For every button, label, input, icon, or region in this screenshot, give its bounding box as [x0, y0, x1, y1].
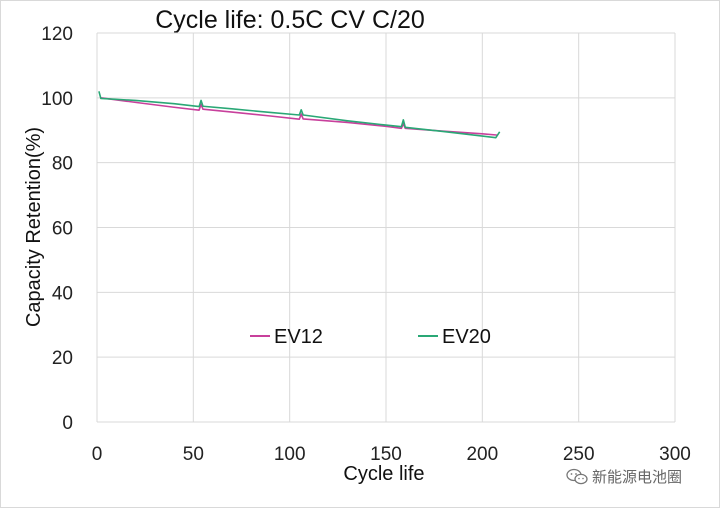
y-tick-label: 40 — [52, 283, 73, 304]
chart-title: Cycle life: 0.5C CV C/20 — [155, 6, 425, 34]
x-axis-label: Cycle life — [343, 463, 424, 485]
x-tick-label: 0 — [92, 444, 103, 465]
y-tick-label: 80 — [52, 154, 73, 175]
legend-label-ev20: EV20 — [442, 326, 491, 348]
y-axis-ticks: 0 20 40 60 80 100 120 — [41, 24, 73, 434]
watermark: 新能源电池圈 — [566, 466, 682, 487]
x-tick-label: 200 — [466, 444, 498, 465]
y-tick-label: 120 — [41, 24, 73, 45]
y-tick-label: 100 — [41, 89, 73, 110]
y-tick-label: 20 — [52, 348, 73, 369]
series-layer — [98, 91, 501, 139]
legend-label-ev12: EV12 — [274, 326, 323, 348]
grid — [96, 32, 676, 423]
x-tick-label: 250 — [563, 444, 595, 465]
x-tick-label: 150 — [370, 444, 402, 465]
y-tick-label: 0 — [62, 413, 73, 434]
x-tick-label: 300 — [659, 444, 691, 465]
series-line-ev12 — [100, 97, 498, 136]
x-axis-ticks: 0 50 100 150 200 250 300 — [92, 444, 691, 465]
y-tick-label: 60 — [52, 219, 73, 240]
series-line-ev20 — [98, 91, 501, 139]
legend: EV12 EV20 — [250, 326, 491, 348]
x-tick-label: 100 — [274, 444, 306, 465]
y-axis-label: Capacity Retention(%) — [23, 127, 45, 327]
wechat-icon — [566, 468, 588, 484]
watermark-text: 新能源电池圈 — [592, 468, 683, 486]
x-tick-label: 50 — [183, 444, 204, 465]
